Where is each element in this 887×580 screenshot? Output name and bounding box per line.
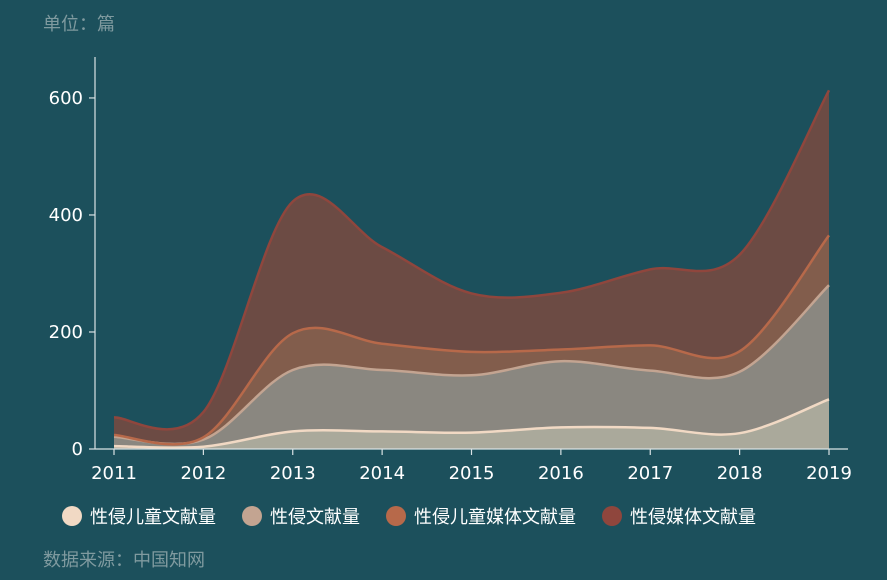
chart-legend: 性侵儿童文献量 性侵文献量 性侵儿童媒体文献量 性侵媒体文献量 [62, 503, 782, 529]
y-tick-label: 600 [49, 88, 83, 109]
line-series-3 [113, 234, 830, 446]
chart-areas [113, 89, 831, 449]
stacked-area-chart: 0 200 400 600 2011 2012 2013 2014 2015 2016 2017 20… [49, 57, 852, 484]
line-series-2 [113, 284, 830, 446]
x-tick-label: 2013 [270, 463, 316, 484]
x-tick-label: 2015 [449, 463, 495, 484]
x-tick-label: 2016 [538, 463, 584, 484]
x-tick-label: 2017 [627, 463, 673, 484]
legend-marker [242, 506, 262, 526]
line-series-1 [113, 398, 830, 449]
line-series-4 [113, 89, 831, 431]
x-tick-label: 2014 [359, 463, 405, 484]
chart-axes: 0 200 400 600 2011 2012 2013 2014 2015 2016 2017 20… [49, 57, 852, 484]
unit-label: 单位：篇 [43, 14, 115, 35]
area-series-2 [114, 285, 829, 448]
area-series-1 [114, 399, 829, 449]
x-tick-label: 2019 [806, 463, 852, 484]
legend-label: 性侵儿童文献量 [90, 507, 216, 528]
legend-label: 性侵文献量 [270, 507, 360, 528]
legend-item[interactable]: 性侵儿童媒体文献量 [386, 503, 576, 529]
source-label: 数据来源：中国知网 [43, 550, 205, 571]
y-tick-label: 400 [49, 205, 83, 226]
legend-marker [386, 506, 406, 526]
legend-label: 性侵儿童媒体文献量 [414, 507, 576, 528]
legend-item[interactable]: 性侵文献量 [242, 503, 360, 529]
x-tick-label: 2011 [91, 463, 137, 484]
x-tick-label: 2018 [717, 463, 763, 484]
legend-item[interactable]: 性侵媒体文献量 [602, 503, 756, 529]
y-tick-label: 0 [72, 439, 83, 460]
x-tick-label: 2012 [180, 463, 226, 484]
legend-item[interactable]: 性侵儿童文献量 [62, 503, 216, 529]
legend-label: 性侵媒体文献量 [630, 507, 756, 528]
legend-marker [602, 506, 622, 526]
y-tick-label: 200 [49, 322, 83, 343]
legend-marker [62, 506, 82, 526]
